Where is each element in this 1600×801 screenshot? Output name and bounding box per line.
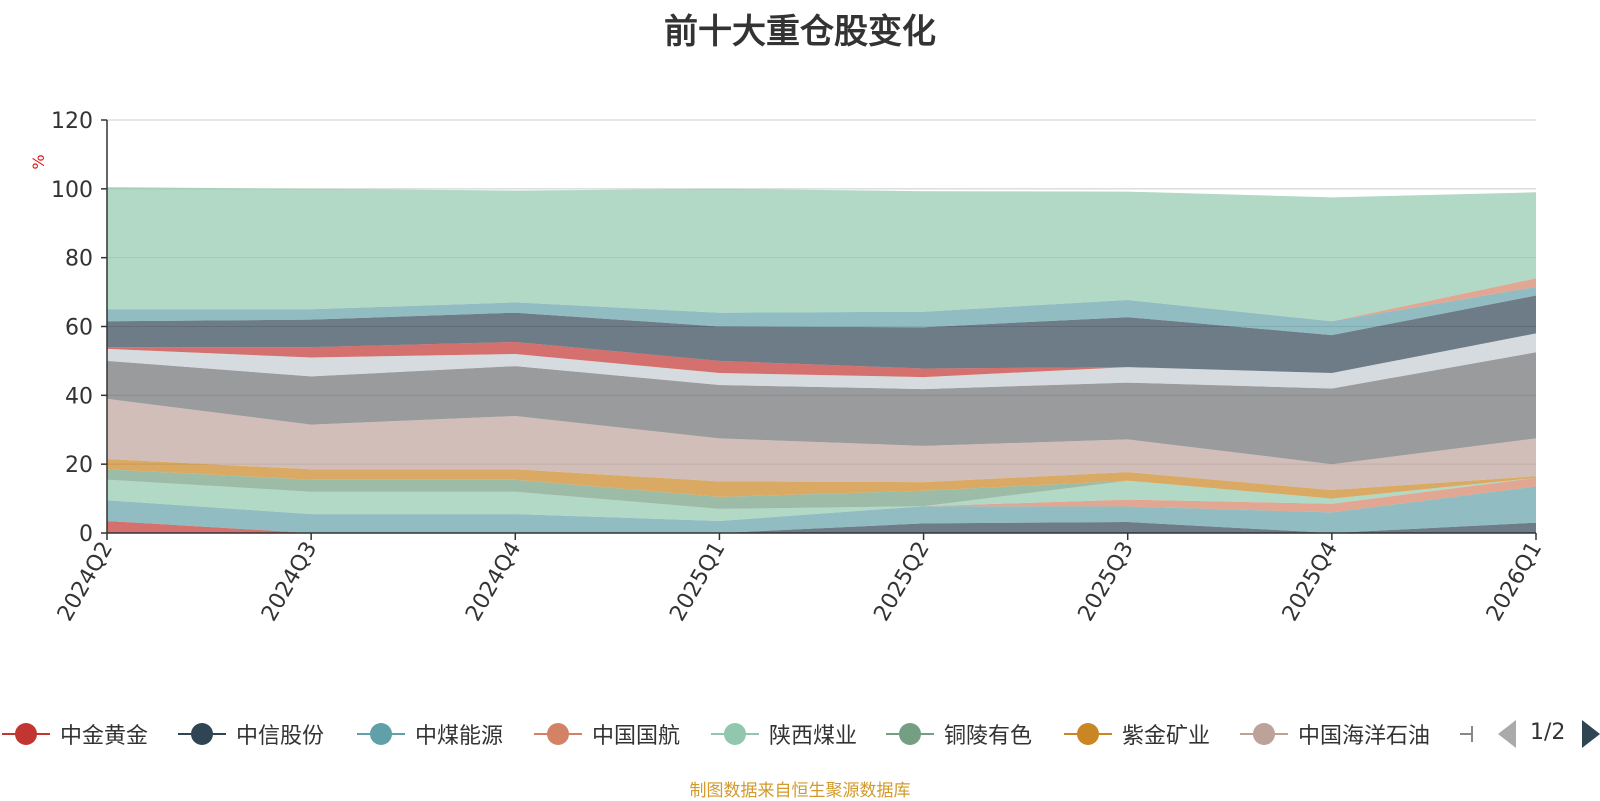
x-tick-label: 2024Q2	[53, 538, 118, 626]
y-tick-label: 20	[65, 453, 93, 478]
legend-label: 中国国航	[592, 724, 681, 749]
legend-item[interactable]: 中金黄金	[0, 716, 148, 752]
y-tick-label: 80	[65, 247, 93, 272]
x-tick-label: 2025Q3	[1074, 538, 1139, 626]
legend-item[interactable]: 中信股份	[176, 716, 324, 752]
x-tick-label: 2025Q4	[1278, 538, 1343, 626]
legend-marker-icon	[176, 720, 228, 748]
area-series-13	[107, 286, 1536, 336]
area-series-2	[107, 521, 1536, 533]
legend-marker-icon	[532, 720, 584, 748]
legend-item[interactable]: 紫金矿业	[1062, 716, 1210, 752]
area-series-6	[107, 469, 1536, 509]
x-tick-label: 2024Q3	[257, 538, 322, 626]
area-series-8	[107, 398, 1536, 490]
area-series-5	[107, 477, 1536, 521]
legend-label: 陕西煤业	[769, 724, 858, 749]
source-note: 制图数据来自恒生聚源数据库	[689, 781, 911, 801]
y-tick-label: 40	[65, 384, 93, 409]
x-tick-label: 2026Q1	[1482, 538, 1547, 626]
legend-page-indicator: 1/2	[1530, 720, 1566, 745]
legend-label: 中金黄金	[60, 724, 149, 749]
area-series-7	[107, 459, 1536, 499]
x-tick-label: 2025Q1	[665, 538, 730, 626]
legend-label: 紫金矿业	[1122, 724, 1211, 749]
legend-label: 中国海洋石油	[1298, 724, 1431, 749]
legend-label: 中信股份	[236, 724, 325, 749]
legend-prev-page-icon[interactable]	[1498, 720, 1516, 748]
legend-item[interactable]: 中煤能源	[355, 716, 503, 752]
chart-title: 前十大重仓股变化	[664, 12, 936, 52]
area-series-11	[107, 333, 1536, 378]
legend: 中金黄金 中信股份 中煤能源 中国国航 陕西煤业 铜陵有色 紫金矿业 中国海洋石油	[0, 716, 1600, 752]
legend-overflow-marker-icon	[1460, 716, 1474, 752]
legend-marker-icon	[1062, 720, 1114, 748]
area-series-9	[107, 352, 1536, 465]
area-series-1	[107, 521, 1536, 533]
legend-next-page-icon[interactable]	[1582, 720, 1600, 748]
legend-marker-icon	[884, 720, 936, 748]
x-tick-label: 2025Q2	[869, 538, 934, 626]
stacked-areas	[107, 187, 1536, 533]
legend-item[interactable]: 中国国航	[532, 716, 680, 752]
legend-marker-icon	[355, 720, 407, 748]
legend-marker-icon	[709, 720, 761, 748]
area-series-12	[107, 295, 1536, 373]
area-series-15	[107, 187, 1536, 322]
legend-item[interactable]: 中国海洋石油	[1238, 716, 1430, 752]
legend-marker-icon	[0, 720, 52, 748]
legend-item[interactable]: 铜陵有色	[884, 716, 1032, 752]
y-tick-label: 0	[79, 522, 93, 547]
y-tick-label: 100	[51, 178, 93, 203]
y-axis-unit-label: %	[29, 154, 48, 169]
y-tick-label: 60	[65, 316, 93, 341]
legend-label: 铜陵有色	[944, 724, 1033, 749]
x-tick-label: 2024Q4	[461, 538, 526, 626]
chart-plot: 0 20 40 60 80 100 120% 2024Q2 2024Q3 2024Q4 2025Q1…	[29, 109, 1547, 626]
area-series-10	[107, 333, 1536, 390]
legend-marker-icon	[1238, 720, 1290, 748]
legend-label: 中煤能源	[415, 724, 504, 749]
area-series-3	[107, 486, 1536, 533]
legend-item[interactable]: 陕西煤业	[709, 716, 857, 752]
y-tick-label: 120	[51, 109, 93, 134]
